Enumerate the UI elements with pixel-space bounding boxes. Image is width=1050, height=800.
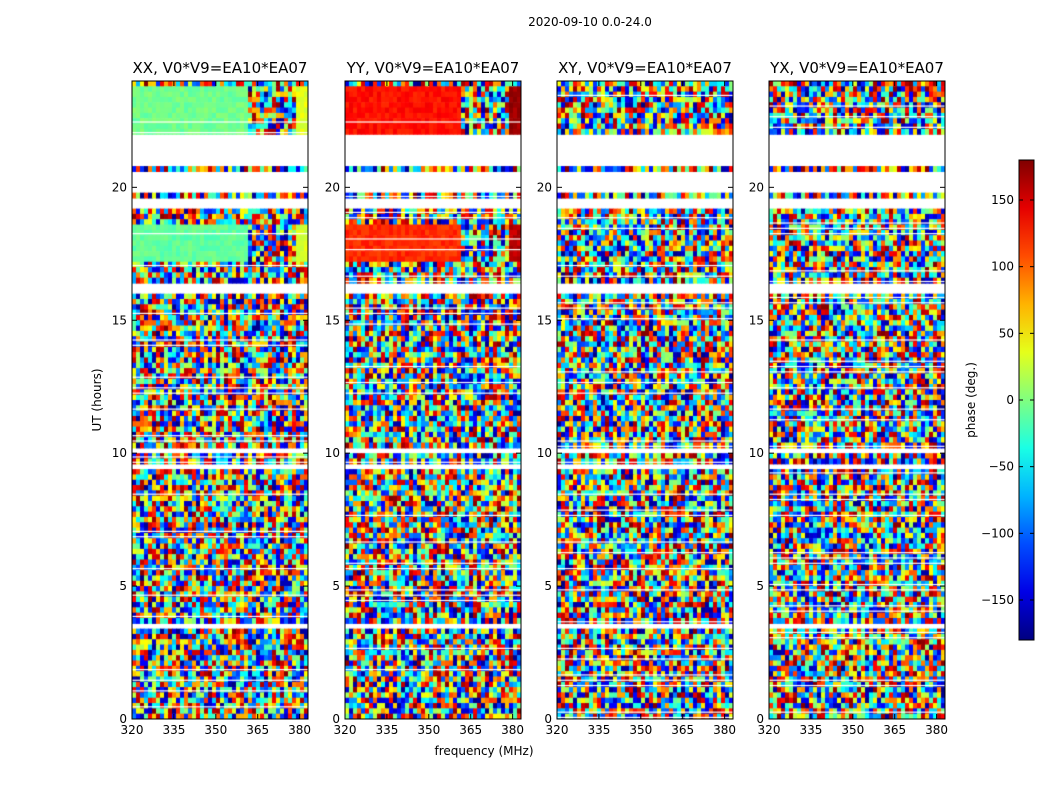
y-tick-label: 20 bbox=[325, 180, 340, 194]
y-tick-label: 10 bbox=[537, 446, 552, 460]
colorbar-label: phase (deg.) bbox=[964, 362, 978, 438]
y-tick-label: 0 bbox=[119, 712, 127, 726]
y-tick-label: 15 bbox=[325, 313, 340, 327]
y-tick-label: 0 bbox=[332, 712, 340, 726]
y-tick-label: 5 bbox=[544, 579, 552, 593]
x-tick-label: 320 bbox=[758, 723, 781, 737]
x-tick-label: 350 bbox=[417, 723, 440, 737]
colorbar: 150 100 50 0 −50 −100 −150 phase (deg.) bbox=[964, 159, 1035, 641]
panel-title: YY, V0*V9=EA10*EA07 bbox=[346, 59, 520, 77]
x-tick-label: 350 bbox=[204, 723, 227, 737]
panel-1: XX, V0*V9=EA10*EA07 320 335 350 365 380 0 5 10 15… bbox=[112, 59, 311, 737]
axes-frame bbox=[768, 80, 946, 720]
x-tick-label: 380 bbox=[713, 723, 736, 737]
y-tick-label: 10 bbox=[325, 446, 340, 460]
figure-suptitle: 2020-09-10 0.0-24.0 bbox=[528, 15, 652, 29]
panel-title: XY, V0*V9=EA10*EA07 bbox=[558, 59, 732, 77]
x-tick-label: 320 bbox=[334, 723, 357, 737]
colorbar-tick-label: −150 bbox=[981, 593, 1014, 607]
axes-frame bbox=[131, 80, 309, 720]
panel-3: XY, V0*V9=EA10*EA07 320 335 350 365 380 0 5 10 15… bbox=[537, 59, 736, 737]
y-tick-label: 5 bbox=[332, 579, 340, 593]
x-tick-label: 365 bbox=[459, 723, 482, 737]
y-tick-label: 20 bbox=[749, 180, 764, 194]
x-tick-label: 335 bbox=[799, 723, 822, 737]
panel-title: YX, V0*V9=EA10*EA07 bbox=[769, 59, 944, 77]
colorbar-tick-label: 50 bbox=[999, 326, 1014, 340]
colorbar-tick-label: 0 bbox=[1006, 393, 1014, 407]
panel-2: YY, V0*V9=EA10*EA07 320 335 350 365 380 0 5 10 15… bbox=[325, 59, 524, 737]
x-tick-label: 320 bbox=[121, 723, 144, 737]
colorbar-tick-label: 150 bbox=[991, 193, 1014, 207]
phase-heatmap bbox=[132, 81, 308, 719]
y-tick-label: 0 bbox=[756, 712, 764, 726]
x-tick-label: 365 bbox=[883, 723, 906, 737]
x-tick-label: 350 bbox=[629, 723, 652, 737]
x-tick-label: 350 bbox=[841, 723, 864, 737]
y-tick-label: 5 bbox=[119, 579, 127, 593]
y-tick-label: 20 bbox=[112, 180, 127, 194]
y-tick-label: 15 bbox=[537, 313, 552, 327]
phase-heatmap bbox=[345, 81, 521, 719]
colorbar-tick-label: −50 bbox=[989, 460, 1014, 474]
panel-title: XX, V0*V9=EA10*EA07 bbox=[133, 59, 308, 77]
y-tick-label: 15 bbox=[112, 313, 127, 327]
y-tick-label: 0 bbox=[544, 712, 552, 726]
x-tick-label: 365 bbox=[246, 723, 269, 737]
colorbar-tick-label: 100 bbox=[991, 260, 1014, 274]
panel-4: YX, V0*V9=EA10*EA07 320 335 350 365 380 0 5 10 15… bbox=[749, 59, 948, 737]
x-tick-label: 335 bbox=[587, 723, 610, 737]
x-tick-label: 380 bbox=[501, 723, 524, 737]
y-tick-label: 10 bbox=[749, 446, 764, 460]
axes-frame bbox=[556, 80, 734, 720]
x-tick-label: 335 bbox=[375, 723, 398, 737]
y-axis-label: UT (hours) bbox=[90, 368, 104, 431]
x-tick-label: 335 bbox=[162, 723, 185, 737]
x-tick-label: 320 bbox=[546, 723, 569, 737]
phase-heatmap bbox=[557, 81, 733, 719]
x-tick-label: 365 bbox=[671, 723, 694, 737]
y-tick-label: 10 bbox=[112, 446, 127, 460]
phase-heatmap bbox=[769, 81, 945, 719]
y-tick-label: 5 bbox=[756, 579, 764, 593]
y-tick-label: 20 bbox=[537, 180, 552, 194]
panels-group: XX, V0*V9=EA10*EA07 320 335 350 365 380 0 5 10 15… bbox=[112, 59, 948, 737]
x-tick-label: 380 bbox=[288, 723, 311, 737]
colorbar-tick-label: −100 bbox=[981, 526, 1014, 540]
axes-frame bbox=[344, 80, 522, 720]
x-axis-label: frequency (MHz) bbox=[434, 744, 533, 758]
x-tick-label: 380 bbox=[925, 723, 948, 737]
y-tick-label: 15 bbox=[749, 313, 764, 327]
